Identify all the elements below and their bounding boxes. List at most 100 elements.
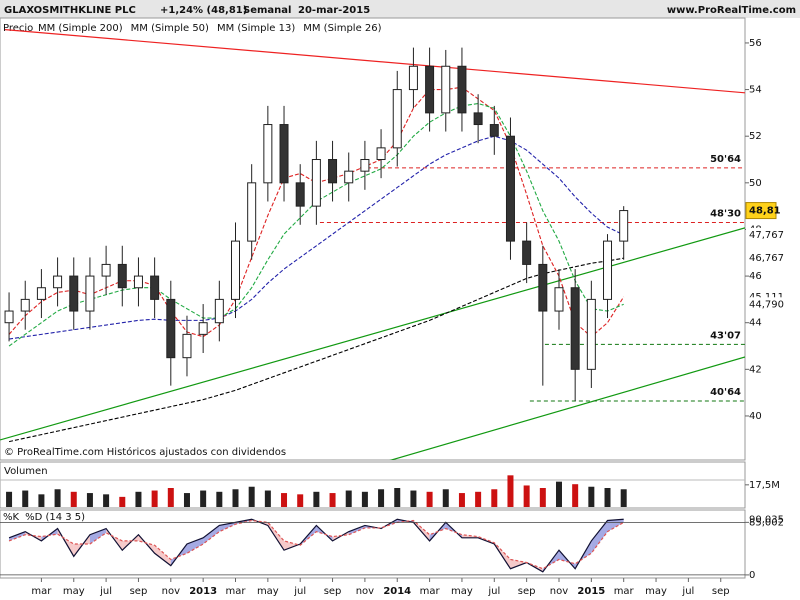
y-tick-label: 0	[749, 570, 755, 581]
legend-price: Precio	[3, 23, 33, 34]
note: © ProRealTime.com Históricos ajustados c…	[4, 446, 286, 458]
level-label: 50'64	[710, 154, 741, 165]
x-tick-label: 2015	[577, 586, 605, 597]
panel-label: Volumen	[4, 466, 48, 477]
volume-bar	[103, 494, 110, 507]
x-tick-label: may	[451, 586, 473, 597]
candle-body	[457, 65, 467, 114]
x-tick-label: mar	[226, 586, 247, 597]
x-tick-label: mar	[31, 586, 52, 597]
volume-bar	[588, 486, 595, 507]
volume-bar	[281, 493, 288, 507]
x-tick-label: jul	[487, 586, 500, 597]
x-tick-label: may	[63, 586, 85, 597]
volume-bar	[232, 489, 239, 507]
legend-entry: %K	[3, 512, 20, 523]
moving-average	[8, 257, 624, 443]
period: Semanal	[243, 5, 291, 16]
volume-bar	[38, 494, 45, 507]
level-label: 40'64	[710, 387, 741, 398]
last-value-label: 90,035	[749, 514, 784, 525]
x-tick-label: may	[645, 586, 667, 597]
volume-bar	[378, 489, 385, 507]
stoch-fill	[284, 540, 301, 551]
volume-bar	[70, 491, 77, 507]
candle-body	[489, 124, 499, 137]
volume-bar	[361, 491, 368, 507]
volume-bar	[555, 481, 562, 507]
candle-body	[311, 159, 321, 207]
candle-body	[263, 124, 273, 184]
last-value-tag	[746, 251, 799, 266]
subtitle: +1,24% (48,81)	[160, 5, 247, 16]
x-tick-label: jul	[293, 586, 306, 597]
trend-line	[389, 356, 745, 460]
legend-entry: MM (Simple 50)	[131, 23, 209, 34]
x-tick-label: 2014	[383, 586, 411, 597]
volume-bar	[297, 494, 304, 507]
candle-body	[150, 275, 160, 300]
trend-line	[0, 227, 745, 441]
candle-body	[328, 159, 338, 184]
x-tick-label: nov	[356, 586, 374, 597]
stoch-fill	[510, 559, 527, 569]
candle-body	[85, 275, 95, 312]
x-tick-label: 2013	[189, 586, 217, 597]
volume-bar	[475, 491, 482, 507]
candle-body	[344, 170, 354, 184]
volume-bar	[442, 489, 449, 507]
volume-bar	[54, 489, 61, 507]
y-tick-label: 46	[749, 271, 762, 282]
stochastic-panel	[0, 509, 746, 579]
x-tick-label: sep	[518, 586, 536, 597]
y-tick-label: 50	[749, 178, 762, 189]
candle-body	[53, 275, 63, 289]
candle-body	[538, 263, 548, 312]
level-label: 48'30	[710, 208, 741, 219]
price-plot: Precio 50'64 48'30 43'07 40'64	[0, 23, 745, 460]
volume-bar	[572, 484, 579, 507]
candle-body	[20, 298, 30, 312]
volume-bar	[604, 488, 611, 507]
candle-body	[376, 147, 386, 161]
legend-entry: MM (Simple 200)	[38, 23, 123, 34]
volume-bar	[523, 485, 530, 507]
x-tick-label: mar	[420, 586, 441, 597]
volume-panel	[0, 461, 746, 509]
volume-bar	[410, 490, 417, 507]
volume-bar	[426, 491, 433, 507]
candle-body	[570, 287, 580, 370]
volume-bar	[6, 491, 13, 507]
stoch-line	[8, 519, 624, 570]
volume-bar	[183, 493, 190, 507]
candle-body	[133, 275, 143, 289]
header-bar	[0, 0, 800, 18]
x-tick-label: nov	[550, 586, 568, 597]
candle-body	[214, 298, 224, 324]
volume-bar	[86, 493, 93, 507]
candle-body	[247, 182, 257, 242]
y-tick-label: 54	[749, 85, 762, 96]
volume-bar	[216, 491, 223, 507]
price-panel	[0, 17, 746, 461]
candle-body	[425, 65, 435, 114]
legend-entry: MM (Simple 26)	[303, 23, 381, 34]
volume-bar	[200, 490, 207, 507]
candle-body	[295, 182, 305, 207]
volume-bar	[119, 496, 126, 507]
candle-body	[505, 135, 515, 242]
volume-bar	[248, 486, 255, 507]
x-tick-label: nov	[162, 586, 180, 597]
y-tick-label: 44	[749, 318, 762, 329]
candle-body	[522, 240, 532, 265]
candle-body	[473, 112, 483, 126]
candle-body	[36, 287, 46, 300]
volume-bar	[264, 490, 271, 507]
candle-body	[603, 240, 613, 300]
volume-bar	[313, 491, 320, 507]
candle-body	[554, 287, 564, 312]
volume-bar	[507, 475, 514, 507]
x-tick-label: sep	[712, 586, 730, 597]
candle-body	[101, 263, 111, 277]
y-tick-label: 42	[749, 364, 762, 375]
